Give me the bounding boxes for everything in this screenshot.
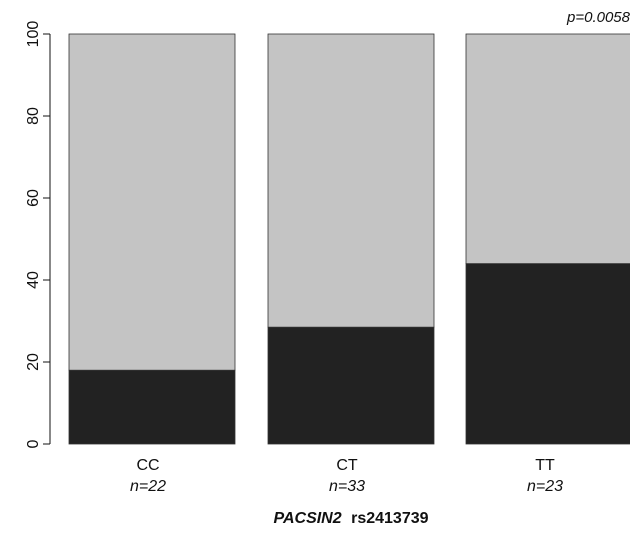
y-tick-label: 60 — [25, 189, 42, 207]
y-tick-label: 0 — [25, 439, 42, 448]
x-labels: CC n=22 CT n=33 TT n=23 — [130, 457, 563, 495]
x-axis-title-gene: PACSIN2 — [273, 510, 341, 527]
category-label: CC — [136, 457, 159, 474]
y-tick-label: 40 — [25, 271, 42, 289]
sample-size-label: n=22 — [130, 478, 166, 495]
bar-segment-tt-0 — [465, 263, 630, 445]
bar-segment-ct-1 — [267, 33, 435, 328]
bar-segment-tt-1 — [465, 33, 630, 265]
x-axis-title: PACSIN2 rs2413739 — [273, 510, 428, 527]
p-value-annotation: p=0.0058 — [566, 9, 630, 26]
x-axis-title-snp: rs2413739 — [351, 510, 429, 527]
y-tick-label: 20 — [25, 353, 42, 371]
bar-segment-cc-1 — [68, 33, 236, 371]
sample-size-label: n=33 — [329, 478, 365, 495]
y-tick-label: 80 — [25, 107, 42, 125]
bar-segment-cc-0 — [68, 369, 236, 445]
sample-size-label: n=23 — [527, 478, 563, 495]
y-tick-label: 100 — [25, 21, 42, 48]
bar-segment-ct-0 — [267, 326, 435, 445]
bars — [68, 33, 630, 445]
category-label: CT — [336, 457, 358, 474]
y-axis: 0 20 40 60 80 100 — [25, 21, 51, 448]
category-label: TT — [535, 457, 555, 474]
